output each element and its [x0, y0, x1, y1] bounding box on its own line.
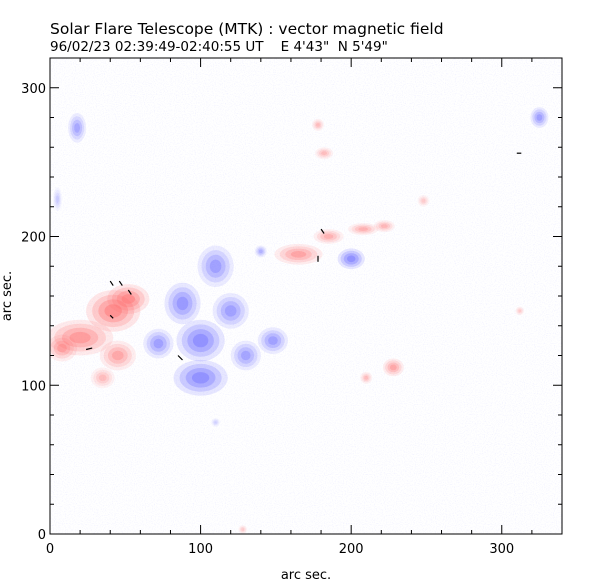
x-tick-label: 200 [339, 542, 364, 557]
positive-region [417, 194, 430, 207]
axes: 0 100 200 300 0 100 200 300 [21, 58, 562, 557]
positive-region [382, 358, 404, 377]
negative-region [197, 245, 234, 288]
y-tick-label: 200 [21, 231, 46, 246]
positive-region [360, 371, 373, 384]
positive-region [274, 243, 323, 265]
plot-area [50, 58, 562, 534]
field-arrow [177, 355, 183, 361]
transverse-field-arrows [85, 152, 522, 361]
x-tick-label: 300 [489, 542, 514, 557]
chart-title: Solar Flare Telescope (MTK) : vector mag… [50, 20, 444, 38]
negative-region [230, 340, 261, 371]
field-arrow [127, 289, 132, 295]
positive-region [238, 525, 248, 534]
positive-field-regions [50, 118, 525, 534]
negative-region [212, 293, 249, 329]
y-tick-label: 300 [21, 82, 46, 97]
positive-region [86, 290, 141, 332]
negative-region [164, 282, 201, 325]
positive-region [315, 147, 334, 160]
positive-region [348, 223, 379, 236]
x-tick-label: 100 [188, 542, 213, 557]
positive-region [107, 284, 150, 314]
y-tick-label: 0 [38, 528, 46, 543]
x-tick-label: 0 [46, 542, 54, 557]
field-arrow [85, 347, 93, 351]
positive-region [312, 118, 324, 131]
chart-subtitle: 96/02/23 02:39:49-02:40:55 UT E 4'43" N … [50, 39, 388, 55]
positive-region [313, 229, 344, 244]
negative-region [254, 245, 267, 258]
x-axis-label: arc sec. [281, 568, 331, 583]
field-arrow [118, 280, 123, 286]
noise-background [50, 58, 562, 534]
positive-region [50, 334, 78, 362]
negative-region [143, 328, 174, 359]
field-arrow [109, 280, 114, 286]
negative-region [176, 319, 225, 362]
y-axis-label: arc sec. [0, 271, 15, 321]
field-arrow [320, 228, 325, 234]
negative-region [337, 248, 365, 270]
positive-region [373, 220, 395, 233]
field-arrow [109, 314, 114, 319]
positive-region [50, 319, 114, 356]
negative-region [257, 327, 288, 354]
negative-region [211, 417, 221, 427]
positive-region [90, 367, 115, 389]
negative-region [53, 187, 62, 212]
negative-field-regions [53, 107, 549, 427]
positive-region [515, 306, 525, 316]
negative-region [173, 359, 228, 396]
positive-region [99, 340, 136, 371]
y-tick-label: 100 [21, 379, 46, 394]
negative-region [68, 113, 87, 143]
negative-region [530, 107, 549, 128]
